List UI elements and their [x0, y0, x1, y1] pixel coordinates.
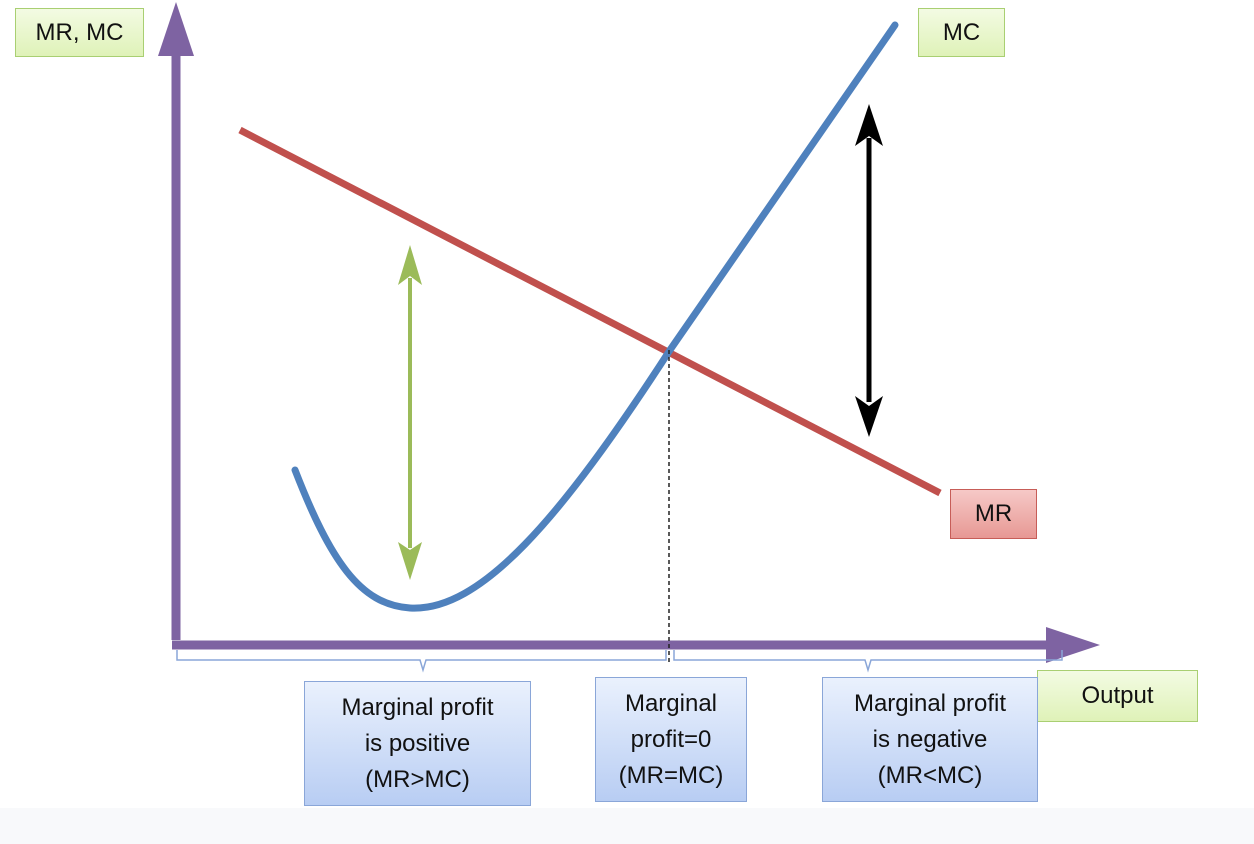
region-zero-line1: Marginal	[624, 689, 718, 717]
y-axis-label: MR, MC	[15, 8, 144, 57]
region-positive-box: Marginal profit is positive (MR>MC)	[304, 681, 531, 806]
region-zero-line2: profit=0	[630, 725, 712, 753]
positive-gap-arrowhead-bottom	[398, 542, 422, 580]
brace-negative	[673, 650, 1063, 673]
mc-curve	[291, 21, 899, 612]
region-positive-line3: (MR>MC)	[365, 765, 470, 793]
region-negative-line3: (MR<MC)	[877, 761, 983, 789]
mr-line-label: MR	[950, 489, 1037, 539]
bottom-strip	[0, 808, 1254, 844]
mr-line	[238, 126, 942, 497]
positive-gap-arrowhead-top	[398, 245, 422, 285]
region-negative-line2: is negative	[872, 725, 988, 753]
region-zero-box: Marginal profit=0 (MR=MC)	[595, 677, 747, 802]
mr-line-label-text: MR	[974, 500, 1013, 527]
region-negative-box: Marginal profit is negative (MR<MC)	[822, 677, 1038, 802]
x-axis-label: Output	[1037, 670, 1198, 722]
region-zero-line3: (MR=MC)	[618, 761, 724, 789]
negative-gap-arrowhead-bottom	[855, 396, 883, 437]
mc-curve-label-text: MC	[942, 18, 981, 46]
negative-gap-arrowhead-top	[855, 104, 883, 146]
y-axis-arrowhead	[158, 2, 194, 56]
region-positive-line1: Marginal profit	[341, 693, 494, 721]
region-positive-line2: is positive	[364, 729, 471, 757]
region-negative-line1: Marginal profit	[853, 689, 1007, 717]
x-axis-arrowhead	[1046, 627, 1100, 663]
y-axis-label-text: MR, MC	[35, 18, 124, 46]
mc-curve-label: MC	[918, 8, 1005, 57]
brace-positive	[176, 650, 667, 673]
x-axis-label-text: Output	[1081, 682, 1154, 709]
